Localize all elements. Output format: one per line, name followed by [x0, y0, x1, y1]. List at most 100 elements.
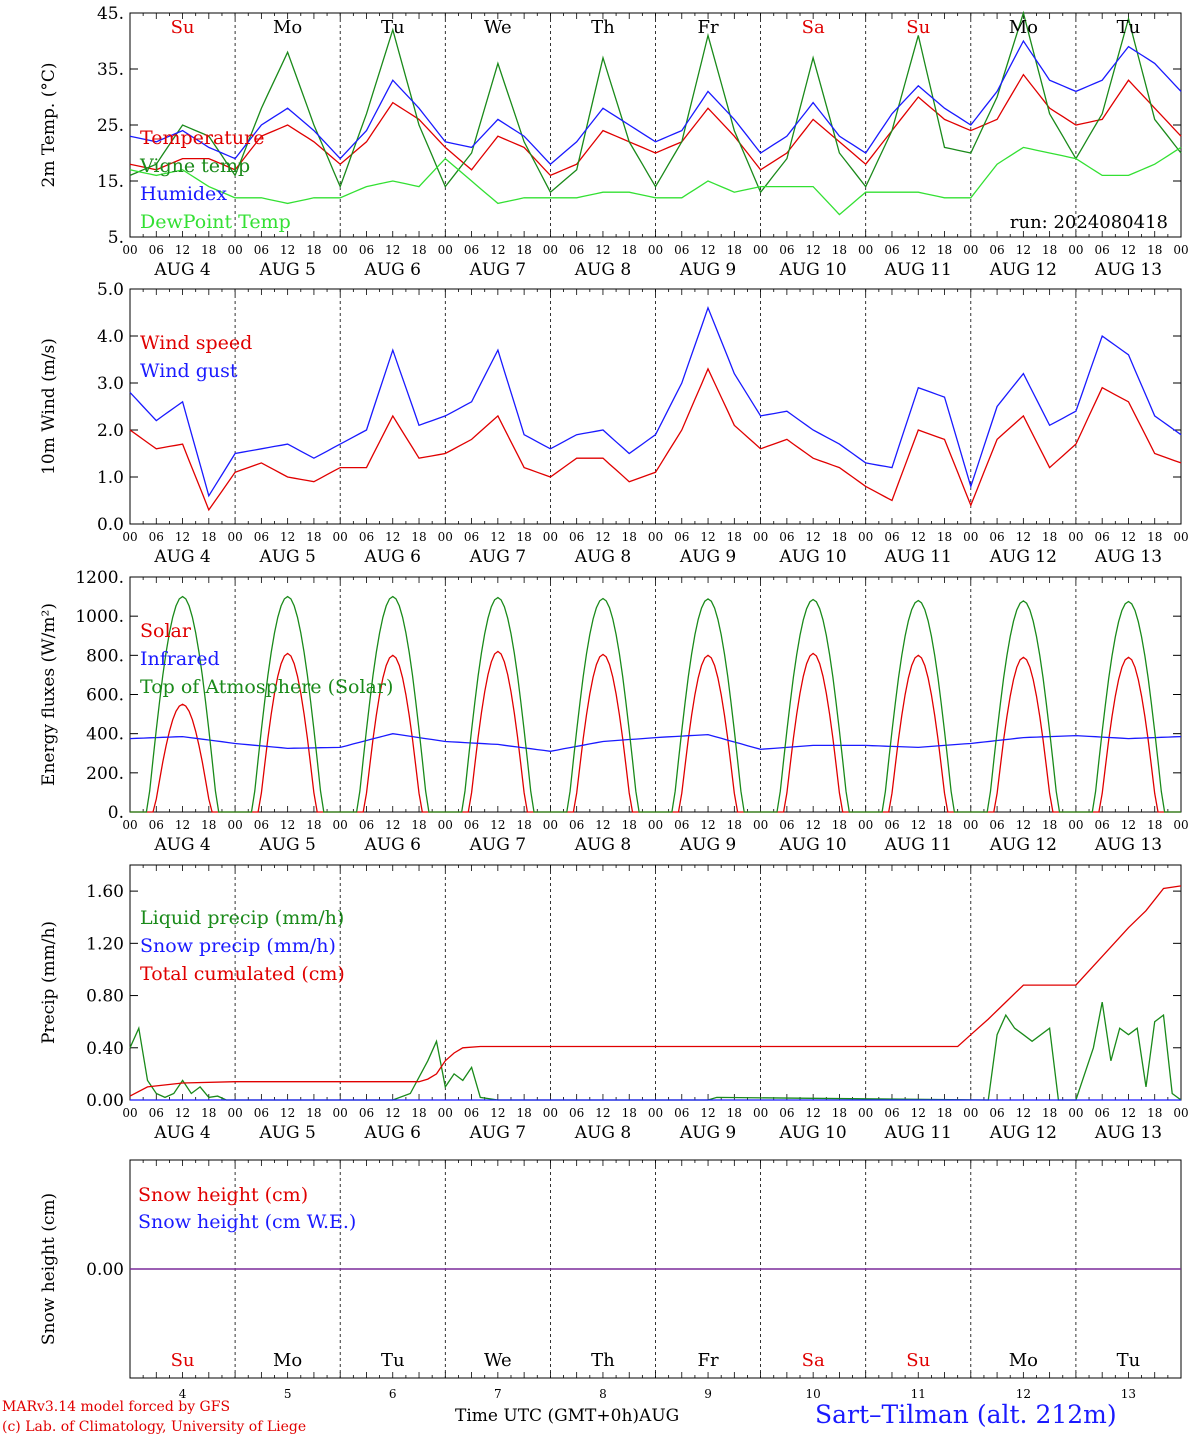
hour-tick-label: 12 [175, 530, 190, 544]
weekday-label: Th [591, 17, 615, 38]
hour-tick-label: 12 [280, 1106, 295, 1120]
day-label: AUG 7 [469, 835, 526, 855]
y-tick-label: 1.20 [86, 934, 124, 954]
hour-tick-label: 12 [490, 1106, 505, 1120]
day-label: AUG 4 [153, 835, 210, 855]
legend-liquid-precip-mm-h-: Liquid precip (mm/h) [140, 907, 344, 929]
hour-tick-label: 00 [753, 1106, 768, 1120]
hour-tick-label: 12 [1121, 818, 1136, 832]
hour-tick-label: 18 [516, 818, 531, 832]
weekday-label: Mo [273, 1350, 302, 1371]
legend-dewpoint-temp: DewPoint Temp [140, 211, 291, 233]
y-tick-label: 400. [86, 725, 124, 745]
hour-tick-label: 06 [989, 1106, 1004, 1120]
day-label: AUG 11 [884, 835, 952, 855]
hour-tick-label: 12 [490, 530, 505, 544]
hour-tick-label: 18 [516, 243, 531, 257]
hour-tick-label: 12 [700, 818, 715, 832]
temp-axis-label: 2m Temp. (°C) [39, 62, 59, 187]
hour-tick-label: 12 [1016, 530, 1031, 544]
month-label: AUG [639, 1406, 680, 1426]
day-label: AUG 12 [989, 835, 1057, 855]
hour-tick-label: 06 [1095, 1106, 1110, 1120]
day-number: 8 [599, 1387, 607, 1401]
hour-tick-label: 12 [911, 818, 926, 832]
day-label: AUG 12 [989, 260, 1057, 280]
hour-tick-label: 00 [1068, 243, 1083, 257]
day-label: AUG 11 [884, 547, 952, 567]
y-tick-label: 5. [108, 228, 124, 248]
hour-tick-label: 18 [937, 530, 952, 544]
hour-tick-label: 06 [569, 818, 584, 832]
hour-tick-label: 12 [280, 530, 295, 544]
hour-tick-label: 06 [1095, 530, 1110, 544]
y-tick-label: 1.60 [86, 882, 124, 902]
day-label: AUG 9 [679, 1123, 736, 1143]
day-label: AUG 5 [258, 260, 315, 280]
hour-tick-label: 18 [306, 1106, 321, 1120]
hour-tick-label: 06 [884, 818, 899, 832]
hour-tick-label: 00 [227, 1106, 242, 1120]
legend-humidex: Humidex [140, 183, 227, 205]
hour-tick-label: 06 [884, 530, 899, 544]
hour-tick-label: 06 [254, 243, 269, 257]
day-label: AUG 10 [779, 547, 847, 567]
hour-tick-label: 18 [832, 1106, 847, 1120]
hour-tick-label: 00 [963, 818, 978, 832]
hour-tick-label: 00 [438, 818, 453, 832]
weekday-label: Su [171, 17, 195, 38]
day-label: AUG 4 [153, 1123, 210, 1143]
y-tick-label: 0. [108, 803, 124, 823]
hour-tick-label: 06 [674, 818, 689, 832]
y-tick-label: 1000. [75, 607, 124, 627]
day-label: AUG 10 [779, 260, 847, 280]
y-tick-label: 1.0 [97, 468, 124, 488]
hour-tick-label: 00 [227, 818, 242, 832]
y-tick-label: 35. [97, 60, 124, 80]
hour-tick-label: 06 [464, 530, 479, 544]
hour-tick-label: 00 [858, 243, 873, 257]
hour-tick-label: 06 [254, 1106, 269, 1120]
hour-tick-label: 12 [1016, 1106, 1031, 1120]
y-tick-label: 800. [86, 646, 124, 666]
day-label: AUG 6 [364, 835, 421, 855]
y-tick-label: 0.80 [86, 987, 124, 1007]
hour-tick-label: 06 [779, 243, 794, 257]
hour-tick-label: 12 [700, 1106, 715, 1120]
y-tick-label: 1200. [75, 568, 124, 588]
hour-tick-label: 00 [963, 1106, 978, 1120]
legend-solar: Solar [140, 620, 192, 642]
day-label: AUG 11 [884, 260, 952, 280]
weekday-label: Tu [1117, 1350, 1141, 1371]
hour-tick-label: 00 [122, 818, 137, 832]
hour-tick-label: 12 [175, 243, 190, 257]
day-number: 5 [284, 1387, 292, 1401]
hour-tick-label: 12 [385, 818, 400, 832]
y-tick-label: 0.00 [86, 1260, 124, 1280]
hour-tick-label: 06 [674, 530, 689, 544]
weekday-label: Mo [273, 17, 302, 38]
hour-tick-label: 18 [306, 243, 321, 257]
hour-tick-label: 06 [674, 1106, 689, 1120]
hour-tick-label: 18 [622, 818, 637, 832]
day-label: AUG 10 [779, 1123, 847, 1143]
hour-tick-label: 00 [1068, 530, 1083, 544]
hour-tick-label: 18 [1147, 530, 1162, 544]
day-label: AUG 4 [153, 547, 210, 567]
hour-tick-label: 06 [674, 243, 689, 257]
hour-tick-label: 18 [1147, 818, 1162, 832]
day-label: AUG 6 [364, 1123, 421, 1143]
hour-tick-label: 18 [937, 818, 952, 832]
hour-tick-label: 18 [832, 243, 847, 257]
series-temperature [129, 73, 1182, 177]
legend-top-of-atmosphere-solar-: Top of Atmosphere (Solar) [140, 676, 393, 698]
hour-tick-label: 06 [884, 1106, 899, 1120]
hour-tick-label: 12 [700, 530, 715, 544]
day-label: AUG 11 [884, 1123, 952, 1143]
hour-tick-label: 12 [595, 818, 610, 832]
hour-tick-label: 00 [858, 818, 873, 832]
lab-credit: (c) Lab. of Climatology, University of L… [2, 1419, 307, 1435]
hour-tick-label: 00 [543, 530, 558, 544]
legend-snow-height-cm-: Snow height (cm) [138, 1184, 308, 1206]
run-label: run: 2024080418 [1010, 212, 1168, 233]
